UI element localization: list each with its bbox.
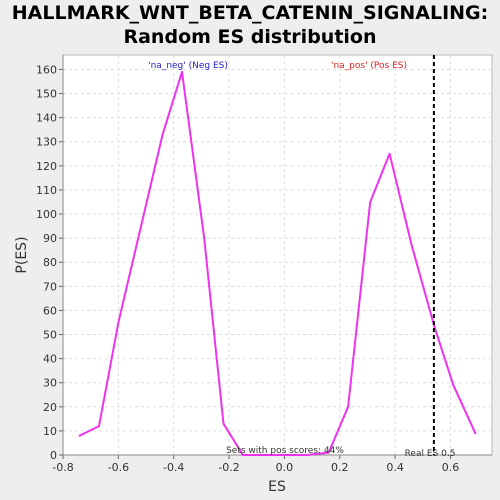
y-tick-label: 150	[36, 88, 57, 101]
y-tick-label: 0	[50, 449, 57, 462]
axes: 0 10 20 30 40 50 60 70 80 90 100 110 120 130 140 150 160…	[36, 55, 492, 474]
x-tick-label: 0.0	[276, 461, 294, 474]
data-point	[78, 434, 81, 437]
y-tick-label: 160	[36, 63, 57, 76]
data-point	[388, 152, 391, 155]
sets-pos-scores-label: Sets with pos scores: 44%	[226, 446, 344, 456]
y-tick-label: 130	[36, 136, 57, 149]
series-line	[79, 70, 477, 456]
data-point	[452, 384, 455, 387]
data-point	[410, 244, 413, 247]
data-point	[327, 451, 330, 454]
data-point	[241, 454, 244, 456]
x-tick-label: -0.4	[163, 461, 184, 474]
y-tick-label: 40	[43, 353, 57, 366]
x-tick-label: 0.4	[386, 461, 404, 474]
data-point	[347, 405, 350, 408]
y-tick-label: 80	[43, 256, 57, 269]
data-point	[117, 321, 120, 324]
chart-title-line1: HALLMARK_WNT_BETA_CATENIN_SIGNALING:	[12, 2, 488, 24]
y-tick-label: 50	[43, 329, 57, 342]
neg-es-label: 'na_neg' (Neg ES)	[148, 61, 228, 71]
x-tick-label: -0.6	[108, 461, 129, 474]
chart-title-line2: Random ES distribution	[123, 26, 376, 48]
data-point	[305, 454, 308, 456]
y-tick-label: 140	[36, 112, 57, 125]
y-tick-label: 110	[36, 184, 57, 197]
data-point	[283, 454, 286, 456]
y-tick-label: 30	[43, 377, 57, 390]
y-tick-label: 60	[43, 304, 57, 317]
y-tick-label: 90	[43, 232, 57, 245]
series-group	[78, 70, 477, 456]
y-axis-label: P(ES)	[14, 236, 30, 273]
annotations: 'na_neg' (Neg ES) 'na_pos' (Pos ES) Sets w…	[148, 55, 455, 459]
y-tick-label: 70	[43, 280, 57, 293]
data-point	[203, 237, 206, 240]
y-tick-label: 120	[36, 160, 57, 173]
data-point	[222, 422, 225, 425]
y-tick-label: 10	[43, 425, 57, 438]
data-point	[369, 200, 372, 203]
y-tick-label: 100	[36, 208, 57, 221]
data-point	[97, 425, 100, 428]
x-tick-label: 0.6	[442, 461, 460, 474]
x-tick-label: 0.2	[331, 461, 349, 474]
data-point	[474, 432, 477, 435]
data-point	[139, 227, 142, 230]
pos-es-label: 'na_pos' (Pos ES)	[331, 61, 407, 71]
plot-area	[62, 54, 493, 456]
data-point	[181, 70, 184, 73]
real-es-label: Real ES 0.5	[405, 449, 456, 459]
data-point	[161, 133, 164, 136]
data-point	[261, 454, 264, 456]
y-tick-label: 20	[43, 401, 57, 414]
x-axis-label: ES	[268, 479, 286, 495]
x-tick-label: -0.2	[218, 461, 239, 474]
x-tick-label: -0.8	[52, 461, 73, 474]
